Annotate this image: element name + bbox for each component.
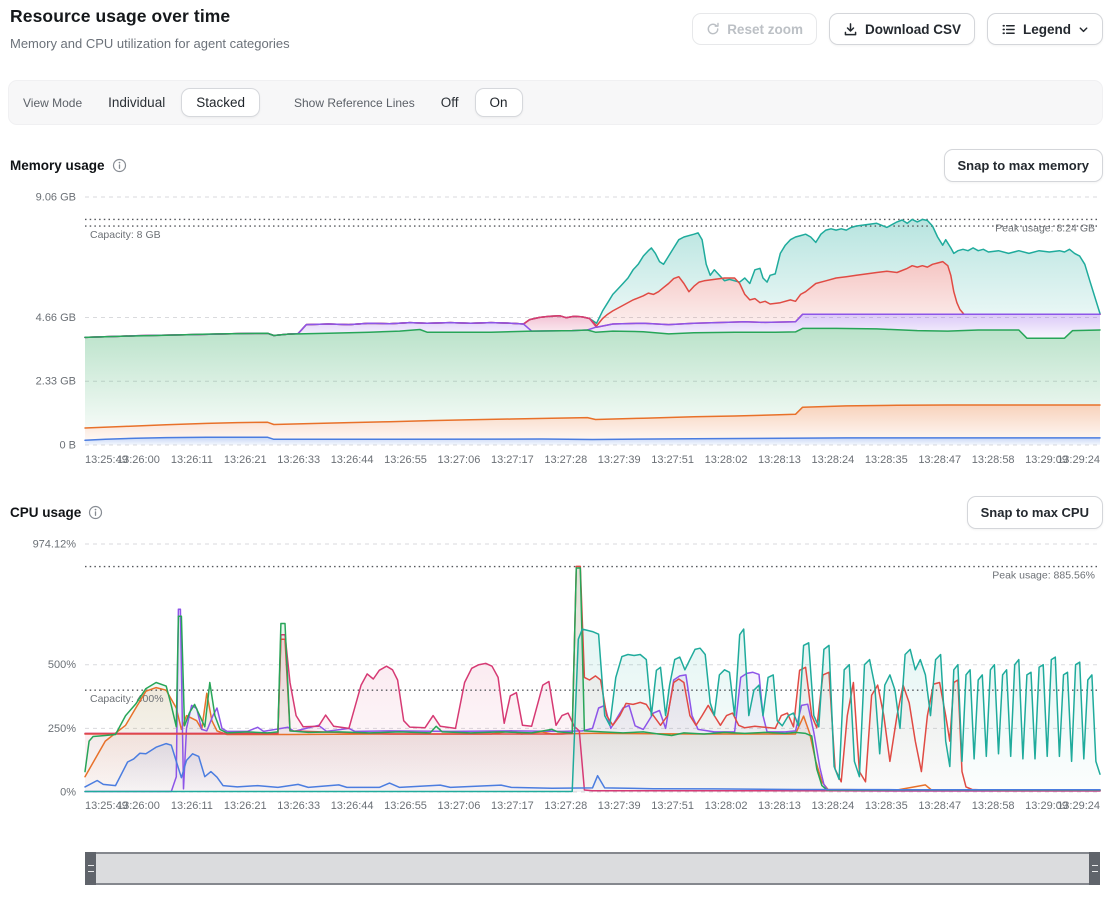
view-mode-individual[interactable]: Individual [108,95,165,110]
view-controls-bar: View Mode Individual Stacked Show Refere… [8,80,1103,125]
svg-text:Peak usage: 8.24 GB: Peak usage: 8.24 GB [995,222,1095,234]
reference-lines-on[interactable]: On [475,88,523,117]
page-subtitle: Memory and CPU utilization for agent cat… [10,36,290,51]
svg-text:250%: 250% [48,723,76,735]
svg-text:13:26:11: 13:26:11 [171,454,213,466]
svg-text:974.12%: 974.12% [33,539,77,551]
svg-text:13:27:28: 13:27:28 [544,800,587,812]
svg-text:13:28:02: 13:28:02 [705,454,748,466]
svg-text:13:27:51: 13:27:51 [651,454,694,466]
svg-text:13:26:21: 13:26:21 [224,800,267,812]
svg-text:13:26:00: 13:26:00 [117,800,160,812]
legend-button[interactable]: Legend [987,13,1103,45]
svg-text:13:28:02: 13:28:02 [705,800,748,812]
cpu-section-title: CPU usage [10,505,81,520]
svg-text:13:27:39: 13:27:39 [598,454,641,466]
download-csv-button[interactable]: Download CSV [829,13,975,45]
memory-section-title: Memory usage [10,158,105,173]
svg-text:13:26:33: 13:26:33 [277,800,320,812]
view-mode-label: View Mode [23,96,82,110]
svg-text:13:28:13: 13:28:13 [758,800,801,812]
download-icon [843,22,858,37]
svg-text:13:26:21: 13:26:21 [224,454,267,466]
svg-text:2.33 GB: 2.33 GB [36,376,76,388]
svg-text:13:29:24: 13:29:24 [1057,454,1100,466]
svg-text:13:28:24: 13:28:24 [811,800,854,812]
svg-text:13:28:24: 13:28:24 [811,454,854,466]
page-title: Resource usage over time [10,6,230,27]
svg-text:13:27:17: 13:27:17 [491,800,534,812]
grip-icon [88,865,94,872]
svg-text:Capacity: 400%: Capacity: 400% [90,693,164,705]
brush-handle-left[interactable] [85,852,96,885]
reset-zoom-label: Reset zoom [727,22,803,37]
svg-text:13:27:17: 13:27:17 [491,454,534,466]
chevron-down-icon [1078,24,1089,35]
svg-text:13:27:06: 13:27:06 [438,800,481,812]
svg-text:0%: 0% [60,787,76,799]
info-icon[interactable] [112,158,127,173]
memory-section-header: Memory usage Snap to max memory [10,149,1103,182]
svg-text:13:26:11: 13:26:11 [171,800,213,812]
legend-list-icon [1001,22,1016,37]
svg-text:13:26:33: 13:26:33 [277,454,320,466]
svg-text:500%: 500% [48,659,76,671]
svg-text:13:28:58: 13:28:58 [972,454,1015,466]
svg-text:13:26:00: 13:26:00 [117,454,160,466]
grip-icon [1092,865,1098,872]
snap-to-max-cpu-button[interactable]: Snap to max CPU [967,496,1103,529]
svg-text:13:26:55: 13:26:55 [384,454,427,466]
svg-text:13:28:47: 13:28:47 [918,454,961,466]
svg-text:Peak usage: 885.56%: Peak usage: 885.56% [992,570,1095,582]
view-mode-stacked[interactable]: Stacked [181,88,260,117]
svg-text:13:28:47: 13:28:47 [918,800,961,812]
cpu-section-header: CPU usage Snap to max CPU [10,496,1103,529]
header-actions: Reset zoom Download CSV Legend [692,13,1103,45]
reset-zoom-icon [706,22,720,36]
memory-chart[interactable]: 9.06 GB4.66 GB2.33 GB0 B13:25:4913:26:00… [0,185,1116,475]
svg-text:0 B: 0 B [59,440,76,452]
download-csv-label: Download CSV [865,22,961,37]
svg-text:13:26:55: 13:26:55 [384,800,427,812]
svg-text:13:28:58: 13:28:58 [972,800,1015,812]
snap-to-max-memory-button[interactable]: Snap to max memory [944,149,1104,182]
svg-text:9.06 GB: 9.06 GB [36,192,76,204]
svg-text:13:28:35: 13:28:35 [865,454,908,466]
svg-text:4.66 GB: 4.66 GB [36,312,76,324]
reference-lines-off[interactable]: Off [441,95,459,110]
svg-text:13:27:39: 13:27:39 [598,800,641,812]
svg-text:13:27:28: 13:27:28 [544,454,587,466]
svg-text:Capacity: 8 GB: Capacity: 8 GB [90,229,161,241]
info-icon[interactable] [88,505,103,520]
svg-text:13:28:35: 13:28:35 [865,800,908,812]
svg-text:13:27:06: 13:27:06 [438,454,481,466]
svg-text:13:29:24: 13:29:24 [1057,800,1100,812]
svg-text:13:26:44: 13:26:44 [331,800,374,812]
show-reference-lines-label: Show Reference Lines [294,96,415,110]
cpu-chart[interactable]: 974.12%500%250%0%13:25:4913:26:0013:26:1… [0,533,1116,819]
svg-text:13:26:44: 13:26:44 [331,454,374,466]
svg-text:13:28:13: 13:28:13 [758,454,801,466]
brush-handle-right[interactable] [1089,852,1100,885]
legend-label: Legend [1023,22,1071,37]
reset-zoom-button[interactable]: Reset zoom [692,13,817,45]
svg-text:13:27:51: 13:27:51 [651,800,694,812]
time-range-brush[interactable] [85,852,1100,885]
